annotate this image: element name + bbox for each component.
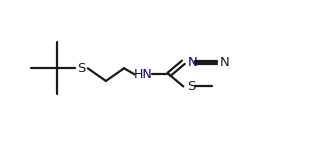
Text: S: S: [187, 80, 196, 93]
Text: N: N: [187, 56, 197, 69]
Text: S: S: [77, 62, 85, 75]
Text: HN: HN: [134, 68, 153, 81]
Text: N: N: [220, 56, 230, 69]
